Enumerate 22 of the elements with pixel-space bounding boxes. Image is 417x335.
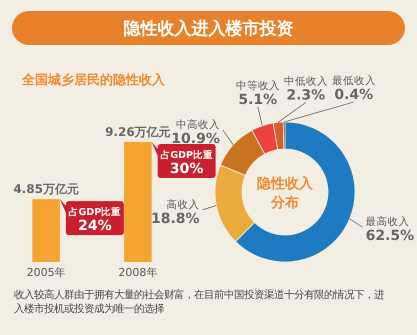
slice-label: 中等收入: [236, 78, 280, 92]
data-label: 18.8%: [151, 210, 200, 227]
slice-label: 中低收入: [284, 74, 328, 88]
x-tick-label: 2005年: [26, 266, 66, 279]
slice-label: 中高收入: [176, 118, 220, 132]
data-label: 0.4%: [334, 87, 374, 104]
data-label: 9.26万亿元: [105, 125, 171, 139]
x-tick-label: 2008年: [118, 266, 158, 279]
slice-label: 最高收入: [366, 215, 410, 228]
text: 隐性收入分布: [257, 176, 314, 211]
annotation: 占GDP比重 24%: [68, 206, 122, 234]
slice-label: 高收入: [166, 198, 200, 211]
slice-label: 最低收入: [332, 74, 376, 88]
text: 收入较高人群由于拥有大量的社会财富，在目前中国投资渠道十分有限的情况下，进入楼市投机或投资成为唯一的选择: [14, 289, 384, 315]
data-label: 4.85万亿元: [13, 182, 79, 196]
data-label: 2.3%: [286, 87, 326, 104]
data-label: 10.9%: [171, 131, 220, 148]
annotation: 占GDP比重 30%: [160, 149, 213, 177]
chart-title: 隐性收入进入楼市投资: [124, 19, 294, 39]
data-label: 62.5%: [366, 228, 414, 244]
chart-subtitle: 全国城乡居民的隐性收入: [21, 72, 166, 88]
data-label: 5.1%: [238, 92, 278, 108]
